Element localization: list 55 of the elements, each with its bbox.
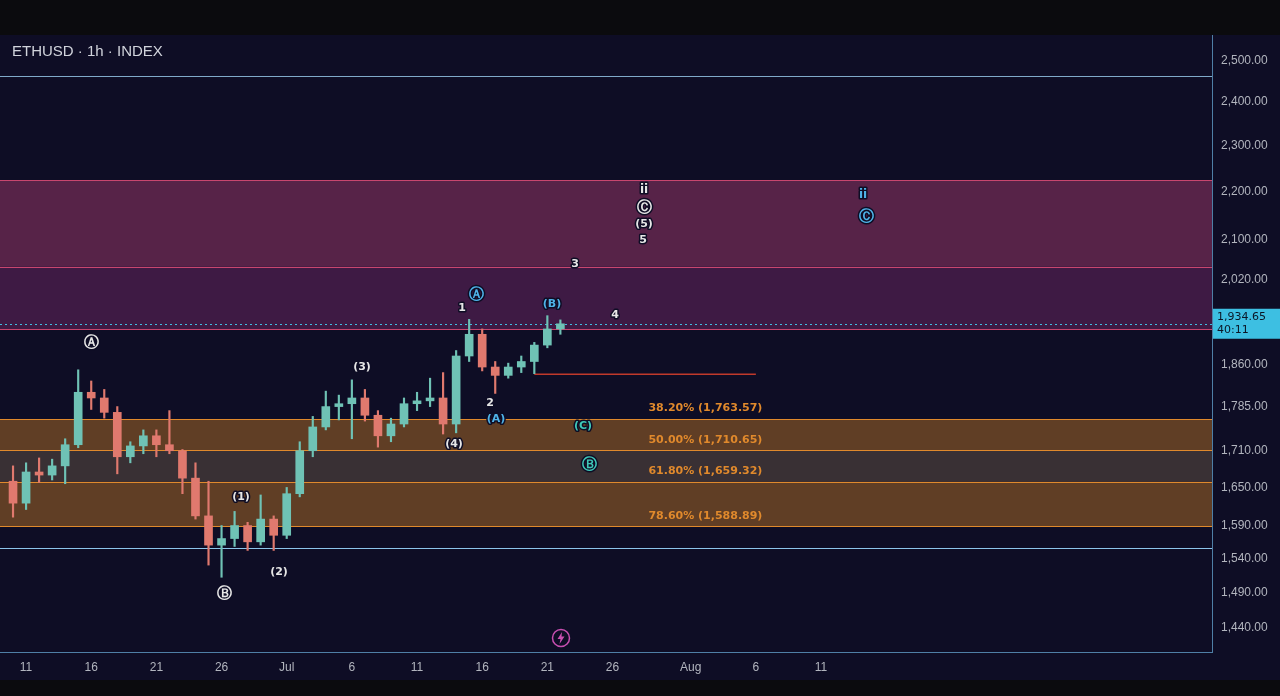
annotation: Ⓒ [636,197,652,216]
y-tick-label: 2,400.00 [1221,94,1269,109]
y-tick-label: 1,785.00 [1221,398,1269,413]
x-tick-label: 16 [475,659,490,674]
y-tick-label: 1,440.00 [1221,619,1269,634]
annotation: 5 [639,232,647,246]
y-tick-label: 1,860.00 [1221,356,1269,371]
y-tick-label: 1,650.00 [1221,479,1269,494]
ref-line-label: 78.60% (1,588.89) [648,508,763,522]
text: ETHUSD · 1h · INDEX [12,42,163,59]
annotation: Ⓐ [468,284,484,303]
annotation: 2 [486,395,494,409]
x-tick-label: 26 [605,659,620,674]
y-tick-label: 2,100.00 [1221,231,1269,246]
ref-line-label: 50.00% (1,710.65) [648,432,763,446]
x-tick-label: 11 [410,659,424,674]
x-tick-label: 11 [19,659,33,674]
y-tick-label: 2,300.00 [1221,138,1269,153]
y-tick-label: 1,540.00 [1221,550,1269,565]
x-tick-label: Jul [279,659,295,674]
y-tick-label: 1,590.00 [1221,517,1269,532]
annotation: Ⓑ [216,583,232,602]
x-tick-label: 21 [540,659,555,674]
x-tick-label: 16 [84,659,99,674]
annotation: Ⓑ [581,454,597,473]
annotation: ii [858,187,868,202]
annotation: ii [639,182,649,197]
y-tick-label: 2,200.00 [1221,183,1269,198]
annotation: (2) [270,564,288,578]
annotation: Ⓒ [858,206,874,225]
annotation: Ⓐ [83,332,99,351]
annotation: 4 [611,307,620,321]
ref-line-label: 38.20% (1,763.57) [648,401,763,415]
annotation: 1 [458,300,466,314]
x-tick-label: 11 [814,659,828,674]
x-tick-label: 21 [149,659,164,674]
y-tick-label: 2,500.00 [1221,52,1269,67]
y-tick-label: 2,020.00 [1221,271,1269,286]
annotation: (3) [353,359,371,373]
candlestick [217,525,226,578]
x-tick-label: 26 [214,659,229,674]
annotation: (5) [635,216,653,230]
annotation: (B) [542,296,562,310]
annotation: (1) [232,489,250,503]
x-tick-label: Aug [680,659,702,674]
annotation: (C) [573,418,593,432]
x-tick-label: 6 [348,659,356,674]
y-tick-label: 1,490.00 [1221,584,1269,599]
annotation: (4) [445,436,463,450]
x-tick-label: 6 [752,659,760,674]
annotation: 3 [571,256,579,270]
ref-line-label: 1,934.65 40:11 [1217,310,1266,337]
ref-line-label: 61.80% (1,659.32) [648,464,763,478]
y-tick-label: 1,710.00 [1221,443,1269,458]
candlestick [204,480,213,566]
